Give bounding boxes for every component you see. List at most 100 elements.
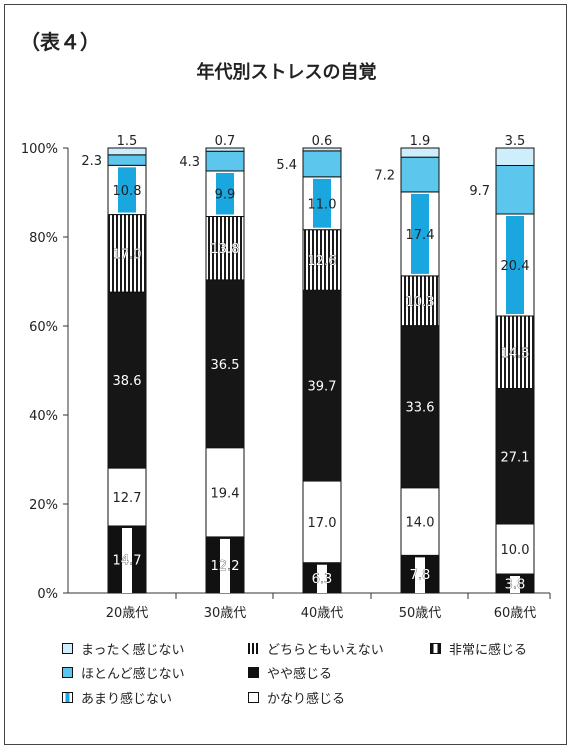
bar-segment bbox=[107, 467, 147, 527]
data-label: 13.8 bbox=[211, 242, 240, 257]
data-label: 20.4 bbox=[501, 259, 530, 274]
y-tick-label: 60% bbox=[29, 320, 58, 335]
data-label: 1.5 bbox=[117, 134, 138, 149]
table-number-label: （表４） bbox=[20, 30, 100, 54]
chart-frame bbox=[4, 4, 567, 745]
data-label: 14.0 bbox=[406, 516, 435, 531]
y-tick-label: 80% bbox=[29, 231, 58, 246]
legend-swatch-icon bbox=[248, 692, 259, 703]
bar-segment bbox=[302, 480, 342, 564]
bar-segment bbox=[205, 279, 245, 449]
bar-segment-stripe bbox=[220, 538, 230, 593]
data-label: 10.3 bbox=[406, 295, 435, 310]
bar-segment bbox=[205, 147, 245, 152]
data-label: 38.6 bbox=[113, 374, 142, 389]
bar-segment-stripe bbox=[510, 576, 520, 593]
legend-item: あまり感じない bbox=[62, 688, 172, 707]
data-label: 6.3 bbox=[312, 572, 333, 587]
legend-label: かなり感じる bbox=[267, 692, 346, 707]
data-label: 17.0 bbox=[113, 247, 142, 262]
bar-segment-center bbox=[216, 172, 234, 215]
data-label: 19.4 bbox=[211, 486, 240, 501]
bar-segment-center bbox=[118, 167, 136, 213]
data-label: 17.0 bbox=[308, 516, 337, 531]
chart-title: 年代別ストレスの自覚 bbox=[196, 62, 377, 83]
legend-swatch-icon bbox=[62, 643, 73, 654]
data-label: 33.6 bbox=[406, 401, 435, 416]
legend-label: あまり感じない bbox=[81, 692, 173, 707]
x-tick-label: 50歳代 bbox=[399, 606, 442, 621]
data-label: 0.7 bbox=[215, 134, 236, 149]
y-tick-label: 40% bbox=[29, 409, 58, 424]
x-tick-label: 30歳代 bbox=[204, 606, 247, 621]
data-label: 39.7 bbox=[308, 380, 337, 395]
data-label: 3.5 bbox=[505, 134, 526, 149]
bar-segment-stripe bbox=[415, 557, 425, 593]
legend-swatch-icon bbox=[62, 692, 73, 703]
data-label: 10.0 bbox=[501, 543, 530, 558]
data-label: 3.8 bbox=[505, 578, 526, 593]
bar-segment bbox=[302, 289, 342, 482]
data-label: 9.7 bbox=[469, 184, 490, 199]
bar-segment bbox=[495, 388, 535, 525]
bar-segment bbox=[400, 156, 440, 193]
bar-segment bbox=[302, 229, 342, 291]
data-label: 12.6 bbox=[308, 254, 337, 269]
y-tick-label: 100% bbox=[21, 142, 58, 157]
bar-segment bbox=[205, 215, 245, 281]
data-label: 4.3 bbox=[179, 155, 200, 170]
data-label: 36.5 bbox=[211, 358, 240, 373]
legend-label: やや感じる bbox=[267, 667, 333, 682]
bar-segment bbox=[495, 523, 535, 575]
bar-segment bbox=[107, 147, 147, 156]
data-label: 1.9 bbox=[410, 134, 431, 149]
legend-label: 非常に感じる bbox=[449, 643, 528, 658]
legend-swatch-icon bbox=[248, 643, 259, 654]
legend-item: まったく感じない bbox=[62, 639, 184, 658]
data-label: 7.2 bbox=[374, 169, 395, 184]
legend-item: ほとんど感じない bbox=[62, 663, 185, 682]
bar-segment-center bbox=[506, 216, 524, 314]
bar-segment bbox=[302, 147, 342, 152]
data-label: 17.4 bbox=[406, 228, 435, 243]
legend-item: 非常に感じる bbox=[430, 639, 527, 658]
data-label: 2.3 bbox=[81, 154, 102, 169]
y-tick-label: 0% bbox=[37, 587, 58, 602]
data-label: 9.9 bbox=[215, 188, 236, 203]
bar-segment bbox=[495, 147, 535, 166]
x-tick-label: 60歳代 bbox=[494, 606, 537, 621]
data-label: 14.7 bbox=[113, 553, 142, 568]
data-label: 12.7 bbox=[113, 491, 142, 506]
legend-label: どちらともいえない bbox=[267, 643, 384, 658]
data-label: 27.1 bbox=[501, 450, 530, 465]
x-tick-label: 40歳代 bbox=[301, 606, 344, 621]
data-label: 5.4 bbox=[276, 158, 297, 173]
bar-segment-stripe bbox=[317, 564, 327, 593]
legend-swatch-icon bbox=[430, 643, 441, 654]
bar-segment bbox=[205, 150, 245, 172]
legend-item: やや感じる bbox=[248, 663, 332, 682]
legend-swatch-icon bbox=[248, 667, 259, 678]
bar-segment bbox=[400, 147, 440, 158]
legend-item: かなり感じる bbox=[248, 688, 345, 707]
legend-label: ほとんど感じない bbox=[81, 667, 185, 682]
y-tick-label: 20% bbox=[29, 498, 58, 513]
x-tick-label: 20歳代 bbox=[106, 606, 149, 621]
data-label: 14.5 bbox=[501, 346, 530, 361]
data-label: 7.8 bbox=[410, 568, 431, 583]
data-label: 10.8 bbox=[113, 184, 142, 199]
data-label: 11.0 bbox=[308, 197, 337, 212]
bar-segment bbox=[400, 325, 440, 489]
bar-segment-center bbox=[411, 193, 429, 274]
bar-segment bbox=[302, 150, 342, 178]
bar-segment bbox=[205, 447, 245, 538]
legend-item: どちらともいえない bbox=[248, 639, 384, 658]
bar-segment-center bbox=[313, 178, 331, 228]
bar-segment bbox=[495, 165, 535, 215]
bar-segment bbox=[107, 291, 147, 469]
bar-segment bbox=[107, 154, 147, 166]
bar-segment-stripe bbox=[122, 527, 132, 593]
data-label: 12.2 bbox=[211, 559, 240, 574]
legend-swatch-icon bbox=[62, 667, 73, 678]
